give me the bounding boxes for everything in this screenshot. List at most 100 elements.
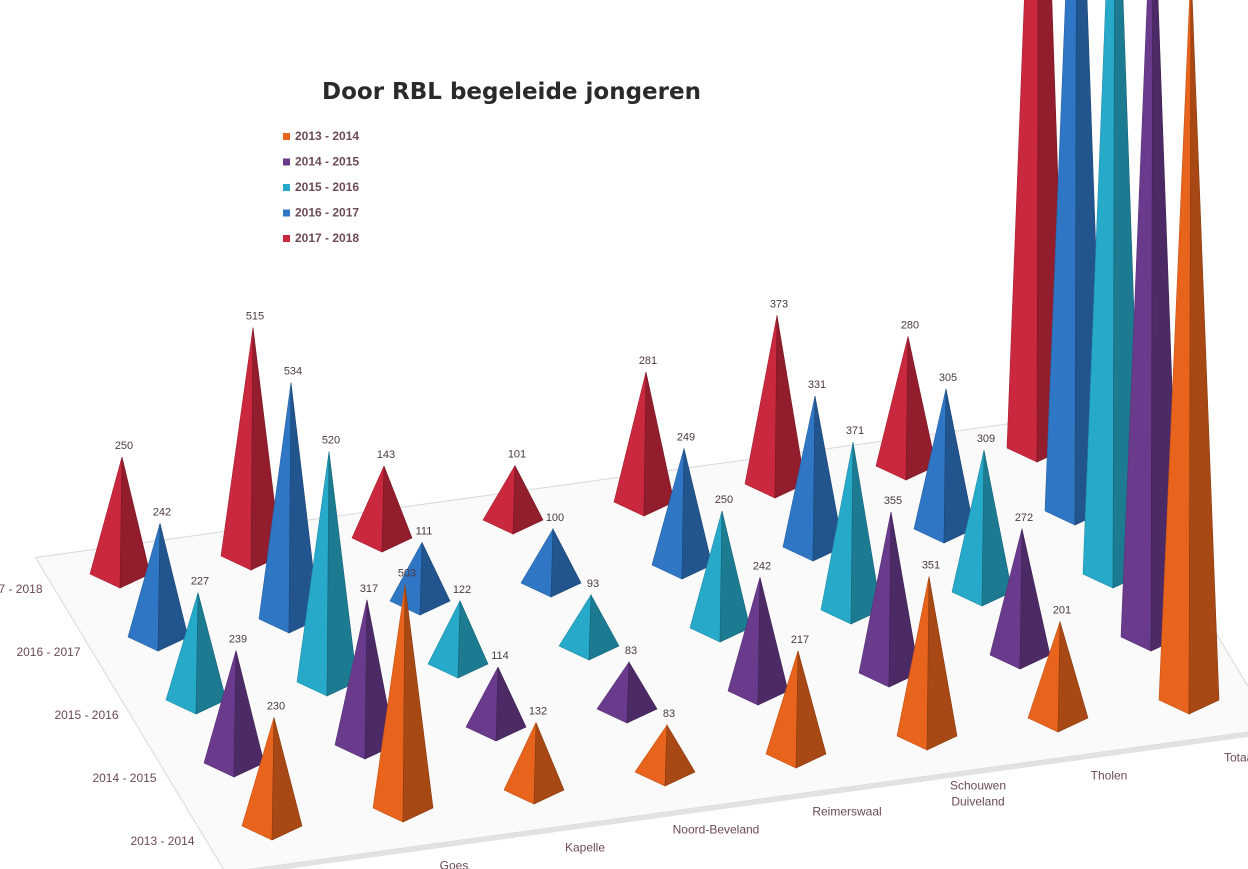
category-label: Totaal [1224, 751, 1248, 765]
pyramid-face-right [795, 650, 827, 769]
pyramid-face-right [643, 371, 675, 517]
data-label: 250 [715, 494, 733, 506]
data-label: 83 [625, 645, 637, 657]
legend-swatch [283, 184, 290, 191]
category-axis-labels: BorseleGoesKapelleNoord-BevelandReimersw… [440, 751, 1248, 869]
data-label: 217 [791, 634, 809, 646]
data-label: 355 [884, 495, 902, 507]
pyramid-face-right [981, 450, 1013, 607]
series-axis-label: 2017 - 2018 [0, 582, 43, 596]
pyramid-mark [389, 542, 451, 616]
pyramid-mark [558, 593, 620, 661]
pyramid-face-right [588, 593, 620, 661]
data-label: 305 [939, 372, 957, 384]
pyramid-face-right [719, 510, 751, 643]
pyramid-mark [482, 465, 544, 535]
data-label: 331 [808, 379, 826, 391]
legend-label: 2015 - 2016 [295, 180, 359, 194]
data-label: 534 [284, 366, 302, 378]
legend-swatch [283, 158, 290, 166]
pyramid-face-right [233, 650, 265, 778]
pyramid-mark [765, 650, 827, 769]
chart-title: Door RBL begeleide jongeren [322, 79, 701, 105]
data-label: 114 [491, 650, 509, 662]
data-label: 503 [398, 568, 416, 580]
legend-entry: 2016 - 2017 [283, 206, 359, 220]
pyramid-mark [127, 523, 189, 652]
pyramid-face-right [457, 600, 489, 679]
data-label: 351 [922, 560, 940, 572]
pyramid-mark [913, 388, 975, 544]
series-axis-label: 2015 - 2016 [54, 708, 118, 722]
data-label: 143 [377, 449, 395, 461]
pyramid-mark [1158, 0, 1220, 715]
data-label: 239 [229, 634, 247, 646]
pyramid-face-right [402, 584, 434, 823]
legend-entry: 2017 - 2018 [283, 231, 359, 245]
pyramid-face-right [1188, 0, 1220, 715]
pyramid-mark [858, 511, 920, 688]
pyramid-marks [89, 0, 1220, 841]
data-label: 100 [546, 512, 564, 524]
pyramid-face-right [195, 592, 227, 715]
pyramid-mark [951, 450, 1013, 607]
pyramid-face-right [888, 511, 920, 688]
data-labels: 2505151431012813732801943242534111100249… [115, 298, 1071, 720]
pyramid-mark [372, 584, 434, 823]
data-label: 201 [1053, 605, 1071, 617]
data-label: 122 [453, 584, 471, 596]
series-axis-label: 2016 - 2017 [16, 645, 80, 659]
category-label: Kapelle [565, 841, 605, 855]
pyramid-mark [427, 600, 489, 679]
pyramid-face-left [744, 315, 778, 499]
pyramid-mark [634, 724, 696, 787]
pyramid-face-right [1057, 621, 1089, 733]
pyramid-face-left [89, 456, 123, 589]
pyramid-mark [782, 395, 844, 562]
pyramid-face-right [512, 465, 544, 535]
data-label: 242 [753, 560, 771, 572]
pyramid-mark [203, 650, 265, 778]
pyramid-mark [875, 336, 937, 481]
pyramid-face-right [757, 577, 789, 706]
pyramid-face-right [1019, 528, 1051, 670]
legend-label: 2016 - 2017 [295, 206, 359, 220]
pyramid-mark [520, 527, 582, 598]
legend: 2013 - 2014 2014 - 2015 2015 - 2016 2016 - … [283, 129, 359, 245]
data-label: 111 [416, 525, 433, 537]
category-label: Reimerswaal [812, 805, 881, 819]
series-axis-label: 2014 - 2015 [92, 771, 156, 785]
pyramid-mark [896, 576, 958, 751]
legend-entry: 2015 - 2016 [283, 180, 359, 194]
legend-label: 2017 - 2018 [295, 231, 359, 245]
pyramid-face-right [271, 717, 303, 841]
pyramid-face-left [351, 465, 385, 553]
pyramid-face-right [812, 395, 844, 562]
pyramid-mark [744, 315, 806, 499]
pyramid-mark [89, 456, 151, 589]
pyramid-face-left [875, 336, 909, 481]
data-label: 132 [529, 706, 547, 718]
pyramid-mark [613, 371, 675, 517]
pyramid-face-right [495, 666, 527, 742]
legend-entry: 2014 - 2015 [283, 155, 359, 169]
pyramid-mark [989, 528, 1051, 670]
data-label: 93 [587, 578, 599, 590]
data-label: 520 [322, 435, 340, 447]
pyramid-face-right [119, 456, 151, 589]
pyramid-face-left [220, 327, 254, 571]
pyramid-mark [165, 592, 227, 715]
legend-swatch [283, 133, 290, 140]
pyramid-face-right [626, 661, 658, 724]
pyramid-face-right [250, 327, 282, 571]
category-label: Schouwen Duiveland [950, 779, 1006, 809]
legend-label: 2014 - 2015 [295, 155, 359, 169]
data-label: 249 [677, 431, 695, 443]
category-label: Noord-Beveland [673, 823, 760, 837]
pyramid-mark [651, 448, 713, 580]
pyramid-face-right [905, 336, 937, 481]
pyramid-mark [1027, 621, 1089, 733]
legend-swatch [283, 209, 290, 217]
pyramid-face-right [664, 724, 696, 787]
pyramid-mark [296, 451, 358, 697]
